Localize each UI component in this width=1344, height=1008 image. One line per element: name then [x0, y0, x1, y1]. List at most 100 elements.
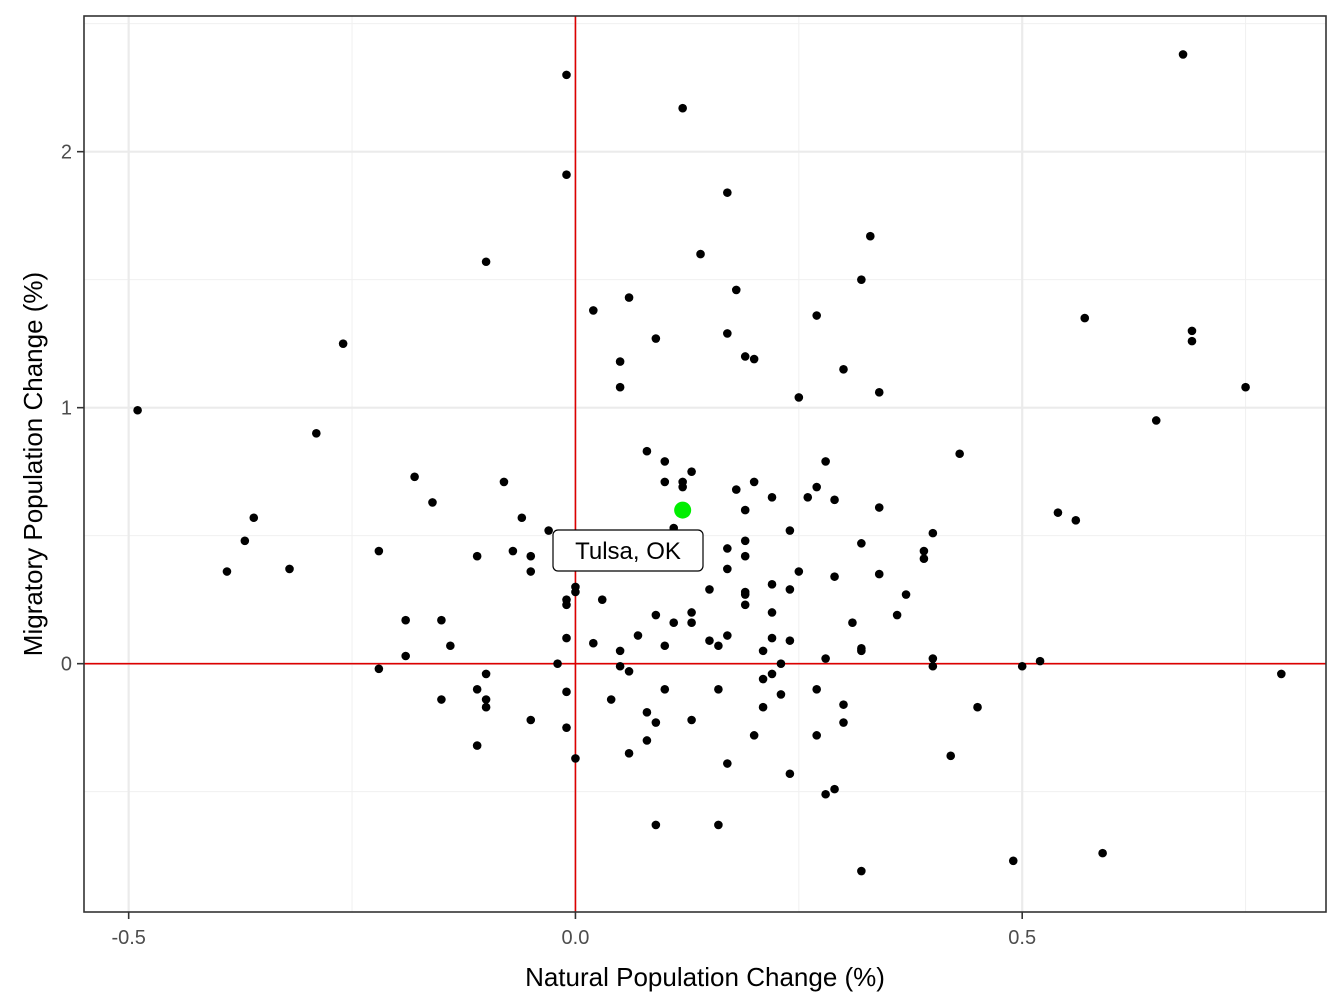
data-point: [928, 661, 938, 671]
data-point: [651, 718, 661, 727]
x-tick-label: 0.0: [562, 927, 590, 949]
data-point: [401, 651, 410, 661]
data-point: [651, 610, 661, 620]
data-point: [651, 820, 661, 830]
data-point: [973, 702, 982, 712]
data-point: [1277, 669, 1286, 679]
data-point: [946, 751, 956, 761]
data-point: [1178, 50, 1188, 59]
data-point: [839, 700, 848, 709]
data-point: [633, 631, 643, 640]
data-point: [901, 590, 911, 599]
data-point: [714, 684, 723, 694]
data-point: [481, 257, 491, 267]
data-point: [642, 446, 652, 456]
data-point: [615, 646, 625, 656]
data-point: [481, 702, 491, 712]
data-point: [740, 505, 750, 515]
data-point: [240, 536, 250, 546]
data-point: [731, 485, 741, 494]
data-point: [740, 590, 750, 599]
data-point: [615, 357, 625, 366]
data-point: [758, 702, 768, 712]
data-point: [723, 759, 732, 768]
data-point: [839, 718, 848, 727]
data-point: [624, 748, 634, 758]
data-point: [660, 477, 670, 487]
data-point: [803, 492, 813, 502]
data-point: [919, 554, 929, 564]
data-point: [571, 754, 580, 763]
data-point: [776, 659, 786, 668]
data-point: [723, 631, 732, 640]
data-point: [955, 449, 964, 459]
data-point: [1035, 656, 1045, 666]
highlight-label: Tulsa, OK: [575, 538, 681, 565]
data-point: [562, 600, 571, 610]
data-point: [660, 641, 670, 651]
data-point: [481, 669, 491, 679]
data-point: [660, 457, 670, 466]
data-point: [705, 585, 714, 594]
highlight-point: [674, 501, 692, 519]
data-point: [723, 544, 732, 553]
data-point: [794, 567, 804, 576]
highlight-label-box: [552, 529, 704, 572]
data-point: [1080, 313, 1090, 323]
data-point: [714, 641, 723, 651]
data-point: [812, 311, 821, 320]
y-tick-label: 2: [61, 142, 72, 164]
data-point: [830, 784, 839, 794]
data-point: [562, 633, 571, 643]
data-point: [553, 659, 562, 668]
data-point: [705, 636, 714, 645]
data-point: [714, 820, 723, 830]
data-point: [821, 789, 830, 799]
y-axis-title: Migratory Population Change (%): [18, 272, 48, 656]
data-point: [589, 306, 598, 315]
data-point: [312, 428, 321, 438]
data-point: [723, 329, 732, 338]
data-point: [740, 551, 750, 561]
data-point: [1187, 336, 1197, 346]
data-point: [821, 457, 830, 466]
data-point: [589, 638, 598, 648]
data-point: [481, 695, 491, 704]
data-point: [812, 482, 821, 492]
data-point: [812, 731, 821, 740]
data-point: [437, 615, 446, 625]
data-point: [660, 684, 670, 694]
data-point: [874, 503, 884, 512]
data-point: [749, 731, 759, 740]
data-point: [374, 664, 384, 674]
data-point: [696, 249, 705, 259]
data-point: [597, 595, 607, 604]
data-point: [642, 736, 652, 745]
data-point: [767, 633, 777, 643]
highlight-group: Tulsa, OK: [552, 501, 704, 572]
data-point: [615, 661, 625, 671]
data-point: [857, 866, 866, 876]
data-point: [687, 608, 696, 617]
data-point: [731, 285, 741, 295]
data-point: [723, 188, 732, 197]
data-point: [767, 669, 777, 679]
data-point: [624, 667, 634, 676]
y-tick-label: 1: [61, 398, 72, 420]
data-point: [562, 687, 571, 697]
x-tick-label: -0.5: [111, 927, 145, 949]
plot-border: [83, 15, 1327, 913]
data-point: [830, 572, 839, 581]
data-point: [374, 546, 384, 556]
data-points: [133, 50, 1286, 876]
data-point: [526, 715, 536, 725]
data-point: [472, 741, 482, 750]
data-point: [562, 723, 571, 732]
data-point: [508, 546, 518, 556]
data-point: [785, 526, 795, 535]
data-point: [437, 695, 446, 704]
data-point: [249, 513, 259, 523]
data-point: [1071, 516, 1081, 525]
data-point: [767, 608, 777, 617]
